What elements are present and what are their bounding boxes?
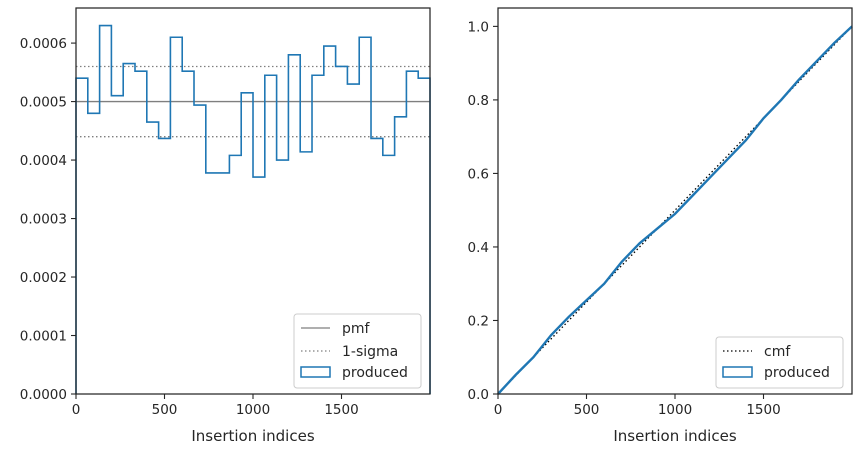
right-chart-panel: 0 500 1000 1500 0.0 0.2 0.4 0.6 0.8 1.0 Insertio…	[468, 7, 853, 445]
legend-cmf-label: cmf	[764, 344, 791, 360]
left-y-tick-label: 0.0006	[20, 36, 67, 52]
right-x-ticks: 0 500 1000 1500	[494, 394, 781, 418]
left-x-ticks: 0 500 1000 1500	[72, 394, 359, 418]
legend-pmf-label: pmf	[342, 321, 371, 337]
left-legend: pmf 1-sigma produced	[293, 313, 422, 389]
right-y-tick-label: 1.0	[468, 19, 489, 35]
right-legend: cmf produced	[715, 336, 844, 389]
left-y-tick-label: 0.0004	[20, 153, 67, 169]
right-y-tick-label: 0.6	[468, 166, 489, 182]
legend-1-sigma-label: 1-sigma	[342, 344, 398, 360]
right-x-tick-label: 1000	[658, 402, 692, 418]
left-x-tick-label: 500	[152, 402, 178, 418]
right-y-tick-label: 0.2	[468, 313, 489, 329]
right-y-tick-label: 0.4	[468, 240, 489, 256]
legend-produced-label: produced	[764, 365, 830, 381]
left-y-tick-label: 0.0005	[20, 95, 67, 111]
left-x-tick-label: 0	[72, 402, 81, 418]
left-x-axis-label: Insertion indices	[191, 427, 314, 445]
produced-line	[497, 25, 853, 395]
right-legend-box	[715, 336, 844, 389]
right-y-tick-label: 0.0	[468, 387, 489, 403]
produced-step-histogram	[75, 24, 431, 394]
legend-produced-swatch	[722, 366, 753, 378]
left-plot-marks	[75, 24, 431, 394]
left-x-tick-label: 1000	[236, 402, 270, 418]
left-y-tick-label: 0.0001	[20, 329, 67, 345]
right-x-tick-label: 500	[574, 402, 600, 418]
right-y-tick-label: 0.8	[468, 93, 489, 109]
left-y-ticks: 0.0000 0.0001 0.0002 0.0003 0.0004 0.0005 0.00…	[20, 36, 76, 403]
right-plot-marks	[497, 25, 853, 395]
left-chart-panel: 0 500 1000 1500 0.00000.00010.00020.00030.0…	[20, 7, 431, 445]
left-y-tick-label: 0.0003	[20, 212, 67, 228]
right-x-axis-label: Insertion indices	[613, 427, 736, 445]
right-x-tick-label: 1500	[746, 402, 780, 418]
left-y-tick-label: 0.0002	[20, 270, 67, 286]
right-y-ticks: 0.0 0.2 0.4 0.6 0.8 1.0	[468, 19, 498, 403]
left-y-tick-label: 0.0000	[20, 387, 67, 403]
legend-produced-label: produced	[342, 365, 408, 381]
legend-produced-swatch	[300, 366, 331, 378]
right-x-tick-label: 0	[494, 402, 503, 418]
left-x-tick-label: 1500	[324, 402, 358, 418]
left-legend-box	[293, 313, 422, 389]
